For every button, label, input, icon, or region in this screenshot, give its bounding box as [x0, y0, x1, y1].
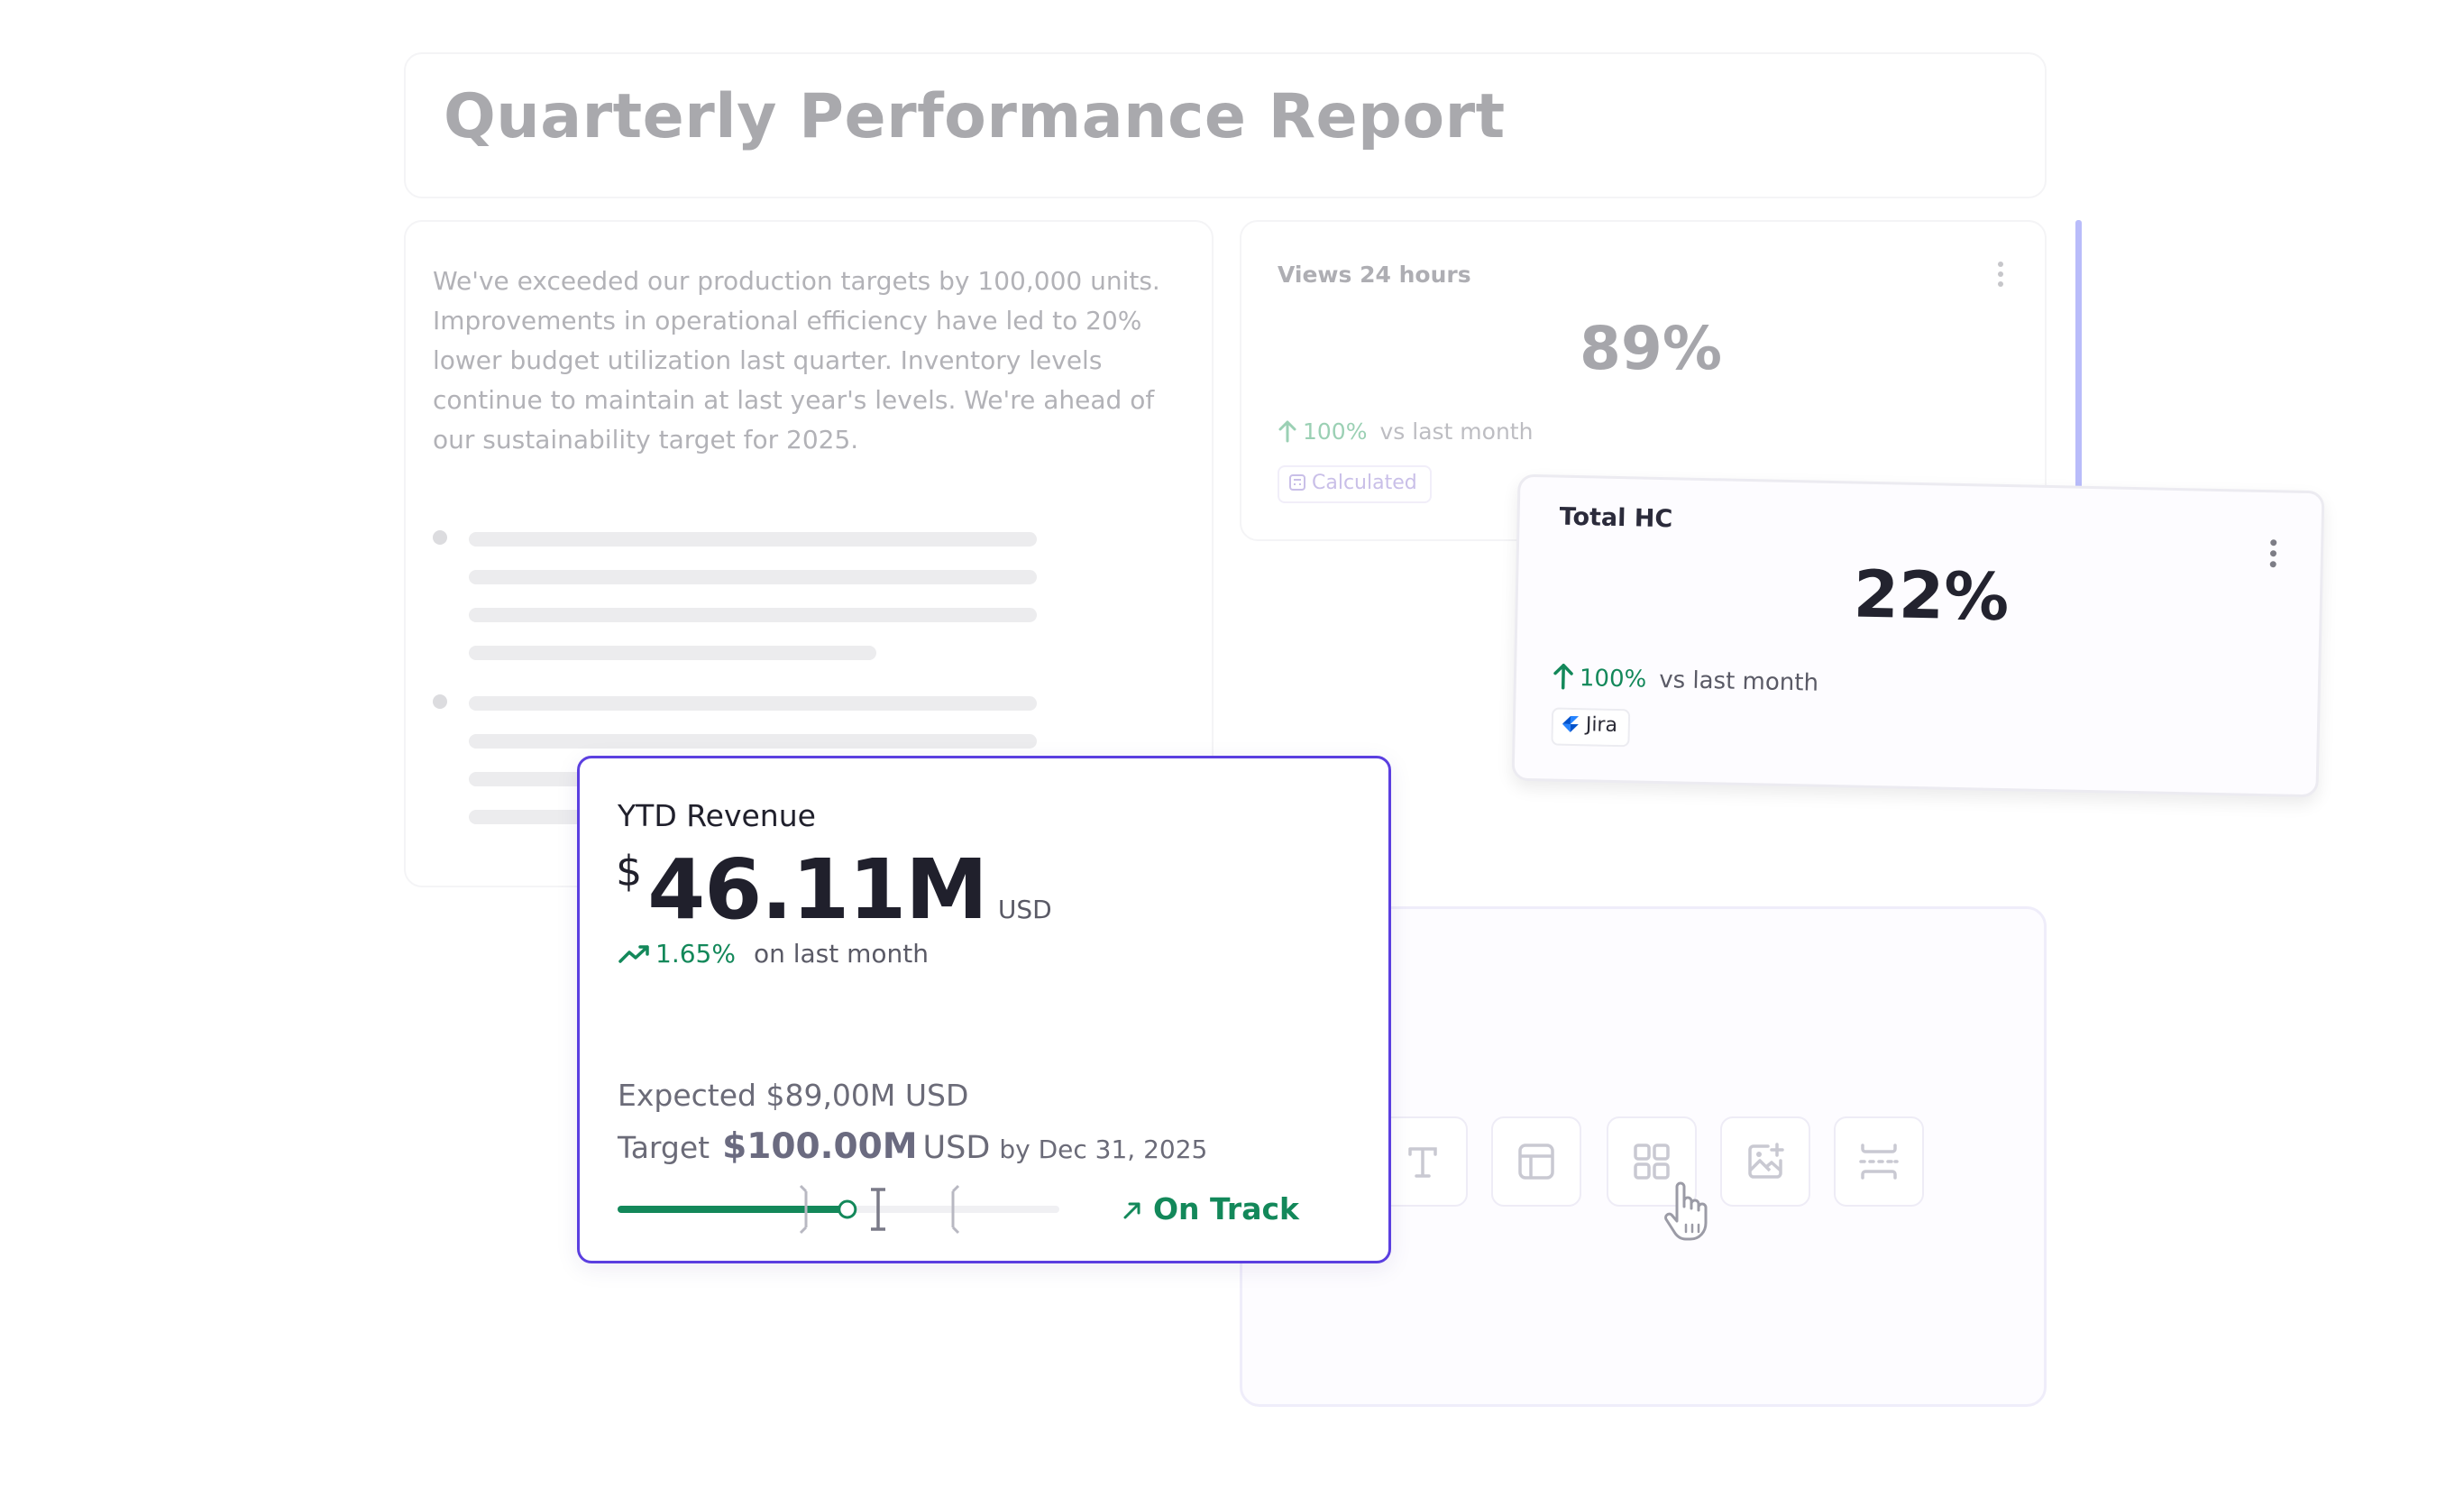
- target-unit: USD: [922, 1130, 991, 1166]
- badge-label: Jira: [1585, 713, 1618, 738]
- target-label: Target: [618, 1130, 710, 1165]
- currency-unit: USD: [997, 895, 1052, 924]
- skeleton-line: [469, 696, 1037, 711]
- metric-title: YTD Revenue: [618, 798, 816, 833]
- bullet-dot: [433, 694, 447, 709]
- jira-icon: [1562, 715, 1580, 732]
- currency-symbol: $: [616, 847, 643, 896]
- status-label: On Track: [1153, 1191, 1299, 1226]
- scroll-indicator: [2075, 220, 2082, 536]
- divider-tool-icon: [1859, 1144, 1899, 1180]
- metric-value: 22%: [1853, 556, 2011, 636]
- skeleton-line: [469, 608, 1037, 622]
- metric-delta: 100% vs last month: [1278, 418, 1533, 445]
- milestone-marker: [951, 1184, 960, 1235]
- metric-title: Views 24 hours: [1278, 262, 1471, 288]
- metric-value: 46.11M: [647, 841, 988, 938]
- current-marker: [871, 1188, 885, 1231]
- skeleton-line: [469, 646, 876, 660]
- metric-title: Total HC: [1559, 502, 1673, 534]
- milestone-marker: [799, 1184, 808, 1235]
- progress-knob: [838, 1199, 857, 1219]
- status-badge: On Track: [1121, 1191, 1299, 1226]
- arrow-up-icon: [1553, 664, 1573, 690]
- hand-cursor-icon: [1664, 1181, 1708, 1241]
- metric-delta: 1.65% on last month: [618, 939, 929, 969]
- skeleton-line: [469, 570, 1037, 584]
- add-image-icon: [1748, 1143, 1784, 1179]
- report-title-card: Quarterly Performance Report: [404, 52, 2047, 198]
- arrow-up-right-icon: [1123, 1202, 1140, 1219]
- source-badge: Jira: [1551, 707, 1631, 748]
- expected-value: Expected $89,00M USD: [618, 1078, 969, 1113]
- total-hc-metric-card[interactable]: Total HC 22% 100% vs last month Jira: [1511, 473, 2325, 798]
- text-tool-icon: [1408, 1147, 1437, 1178]
- add-image-button[interactable]: [1720, 1116, 1810, 1207]
- page-title: Quarterly Performance Report: [444, 81, 1506, 152]
- metric-value: 89%: [1580, 314, 1722, 383]
- target-value: $100.00M: [722, 1126, 918, 1167]
- metric-delta: 100% vs last month: [1553, 663, 1819, 697]
- skeleton-line: [469, 734, 1037, 749]
- summary-card: We've exceeded our production targets by…: [404, 220, 1214, 887]
- target-date: by Dec 31, 2025: [999, 1134, 1208, 1164]
- trending-up-icon: [618, 945, 649, 963]
- summary-paragraph: We've exceeded our production targets by…: [433, 266, 1160, 455]
- delta-value: 1.65%: [655, 939, 736, 969]
- divider-tool-button[interactable]: [1834, 1116, 1924, 1207]
- grid-tool-icon: [1634, 1144, 1670, 1180]
- more-options-icon[interactable]: [2269, 539, 2278, 572]
- delta-label: vs last month: [1379, 418, 1534, 445]
- delta-label: vs last month: [1658, 666, 1819, 697]
- text-tool-button[interactable]: [1378, 1116, 1468, 1207]
- arrow-up-icon: [1278, 420, 1296, 443]
- more-options-icon[interactable]: [1998, 262, 2005, 291]
- ytd-revenue-card[interactable]: YTD Revenue $46.11M USD 1.65% on last mont…: [577, 756, 1391, 1263]
- skeleton-line: [469, 532, 1037, 547]
- progress-fill: [618, 1206, 847, 1213]
- bullet-dot: [433, 530, 447, 545]
- layout-tool-icon: [1518, 1144, 1554, 1180]
- revenue-amount: $46.11M USD: [616, 841, 1052, 938]
- layout-tool-button[interactable]: [1491, 1116, 1581, 1207]
- progress-bar: [618, 1182, 1059, 1236]
- calculator-icon: [1289, 474, 1305, 491]
- badge-label: Calculated: [1312, 472, 1417, 494]
- delta-value: 100%: [1579, 665, 1647, 693]
- target-row: Target $100.00M USD by Dec 31, 2025: [618, 1126, 1207, 1167]
- delta-value: 100%: [1303, 418, 1368, 445]
- delta-label: on last month: [753, 939, 930, 969]
- source-badge: Calculated: [1278, 465, 1432, 503]
